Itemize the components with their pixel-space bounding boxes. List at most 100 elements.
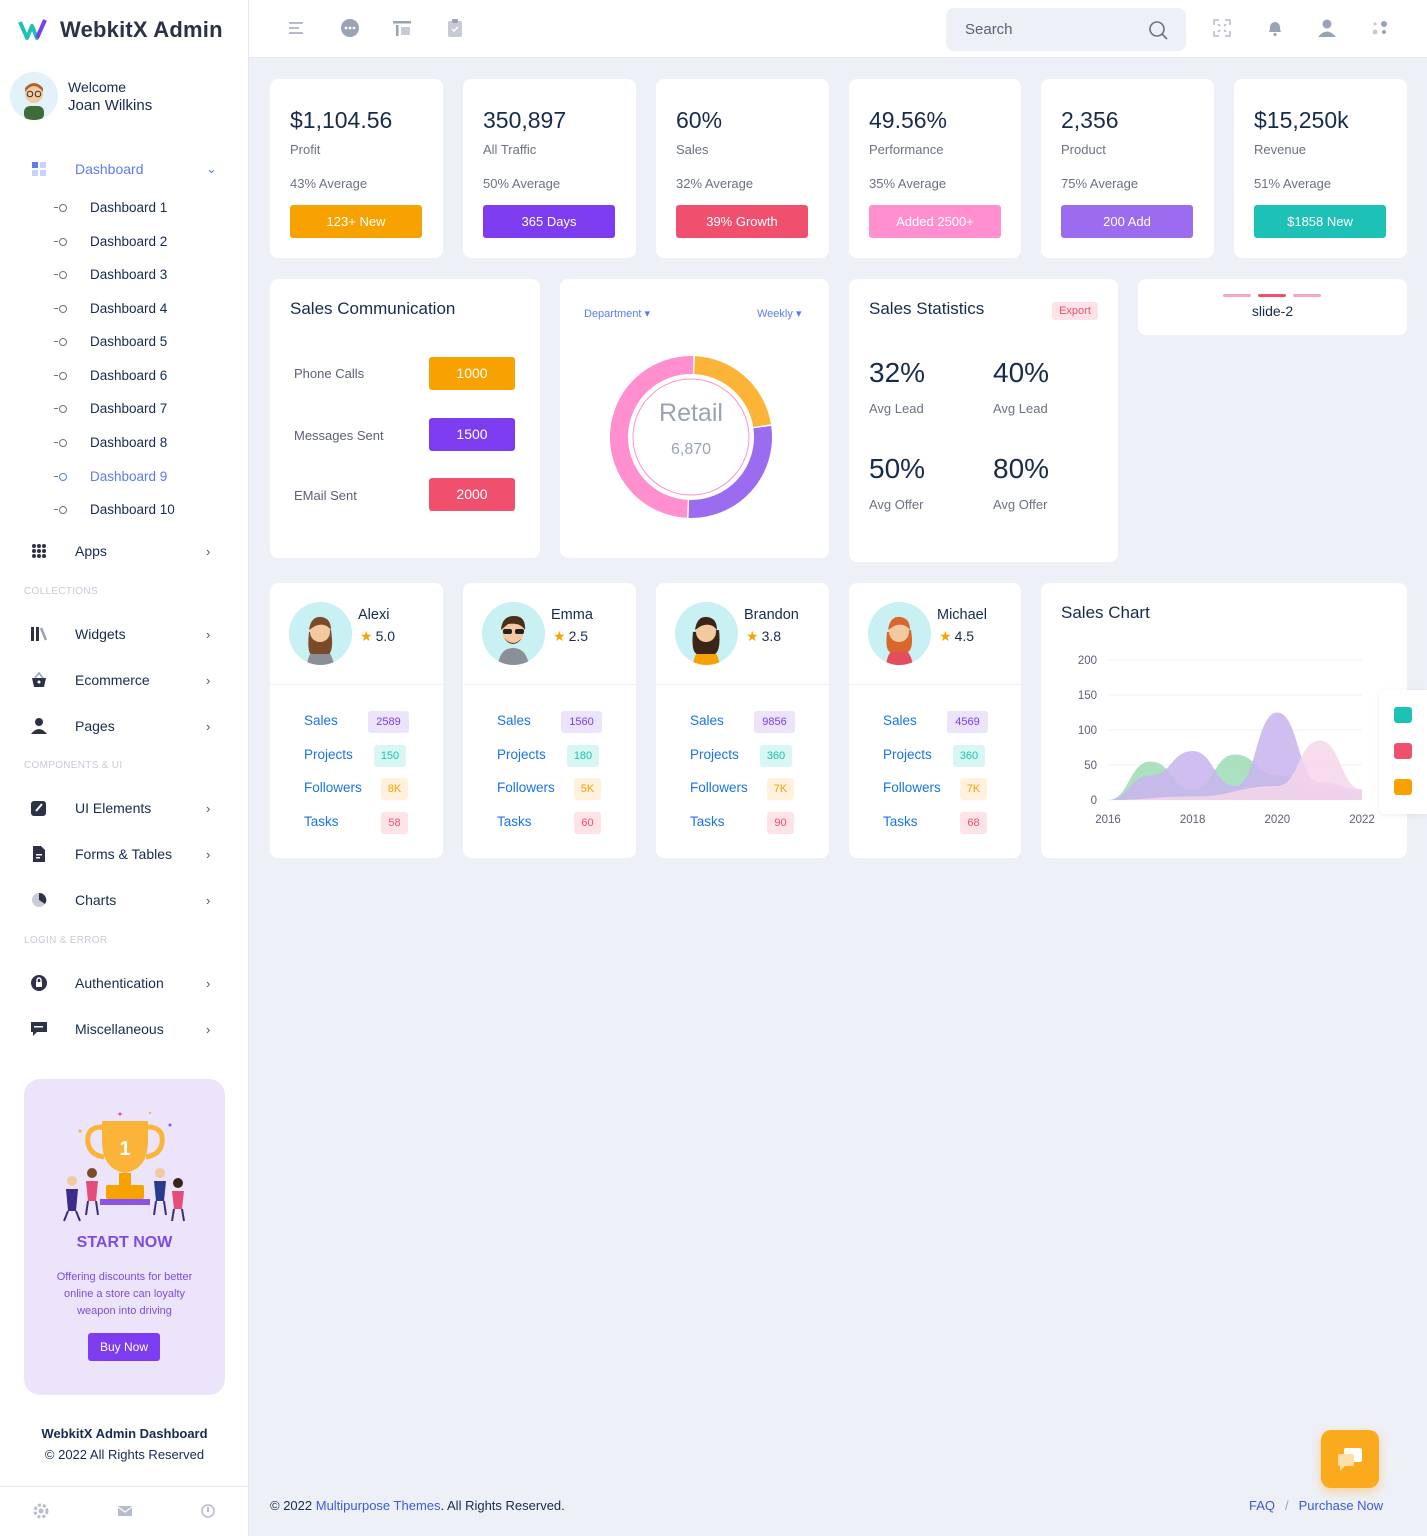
sidebar-item-miscellaneous[interactable]: Miscellaneous › (0, 1014, 249, 1044)
sidebar-subitem-dashboard-10[interactable]: Dashboard 10 (0, 497, 249, 523)
donut-segment[interactable] (610, 356, 694, 518)
rating-value: 3.8 (761, 628, 782, 644)
clipboard-icon[interactable] (445, 18, 465, 38)
sidebar-item-dashboard[interactable]: Dashboard ⌄ (0, 154, 249, 184)
sidebar-item-widgets[interactable]: Widgets › (0, 619, 249, 649)
slide-indicator[interactable] (1293, 294, 1321, 297)
user-icon[interactable] (1317, 18, 1337, 38)
profile-metric-label[interactable]: Projects (883, 747, 932, 762)
stat-button[interactable]: 123+ New (290, 205, 422, 238)
mail-icon[interactable] (117, 1503, 133, 1519)
donut-segment[interactable] (688, 425, 772, 518)
chat-icon[interactable] (1394, 779, 1412, 795)
star-icon: ★ (360, 628, 373, 644)
user-profile[interactable]: Welcome Joan Wilkins (10, 72, 152, 120)
lock-icon (30, 974, 48, 992)
bell-icon[interactable] (1265, 18, 1285, 38)
sidebar-item-ui-elements[interactable]: UI Elements › (0, 793, 249, 823)
money-icon[interactable] (1394, 707, 1412, 723)
profile-metric-value: 360 (953, 745, 985, 767)
sidebar-subitem-dashboard-9[interactable]: Dashboard 9 (0, 464, 249, 490)
search-icon[interactable] (1148, 20, 1168, 45)
comm-value-badge[interactable]: 2000 (429, 478, 515, 511)
purchase-now-link[interactable]: Purchase Now (1298, 1498, 1384, 1513)
profile-metric-label[interactable]: Tasks (690, 814, 725, 829)
profile-metric-label[interactable]: Sales (690, 713, 724, 728)
sidebar-item-ecommerce[interactable]: Ecommerce › (0, 665, 249, 695)
stat-button[interactable]: 39% Growth (676, 205, 808, 238)
profile-metric-label[interactable]: Tasks (304, 814, 339, 829)
sidebar-item-apps[interactable]: Apps › (0, 536, 249, 566)
profile-metric-label[interactable]: Followers (883, 780, 941, 795)
profile-metric-label[interactable]: Followers (497, 780, 555, 795)
dropdown-label: Department (584, 308, 642, 320)
bullet-icon (54, 338, 67, 346)
stat-button[interactable]: $1858 New (1254, 205, 1386, 238)
profile-metric-label[interactable]: Followers (690, 780, 748, 795)
sidebar-subitem-dashboard-7[interactable]: Dashboard 7 (0, 396, 249, 422)
slide-indicator-active[interactable] (1258, 294, 1286, 297)
department-dropdown[interactable]: Department ▾ (584, 307, 650, 320)
fullscreen-icon[interactable] (1212, 18, 1232, 38)
donut-segment[interactable] (693, 356, 771, 428)
chat-bubble-icon[interactable] (340, 18, 360, 38)
stat-average: 75% Average (1061, 176, 1139, 191)
export-button[interactable]: Export (1052, 302, 1098, 320)
sidebar-item-label: Dashboard (75, 161, 144, 177)
comm-value-badge[interactable]: 1500 (429, 418, 515, 451)
promo-title: START NOW (76, 1234, 173, 1251)
stat-label: Product (1061, 142, 1106, 157)
sidebar-subitem-dashboard-3[interactable]: Dashboard 3 (0, 262, 249, 288)
faq-link[interactable]: FAQ (1249, 1498, 1276, 1513)
profile-metric-label[interactable]: Followers (304, 780, 362, 795)
sidebar-subitem-dashboard-2[interactable]: Dashboard 2 (0, 229, 249, 255)
profile-metric-label[interactable]: Projects (690, 747, 739, 762)
profile-metric-label[interactable]: Tasks (883, 814, 918, 829)
stat-button[interactable]: 365 Days (483, 205, 615, 238)
avatar (868, 602, 931, 665)
stat-label: Revenue (1254, 142, 1307, 157)
search-input[interactable] (946, 8, 1146, 51)
bullet-icon (54, 305, 67, 313)
stat-button[interactable]: Added 2500+ (869, 205, 1001, 238)
profile-metric-label[interactable]: Tasks (497, 814, 532, 829)
profile-metric-label[interactable]: Sales (497, 713, 531, 728)
buy-now-button[interactable]: Buy Now (88, 1333, 160, 1361)
profile-metric-label[interactable]: Projects (304, 747, 353, 762)
subitem-label: Dashboard 3 (90, 267, 168, 282)
sidebar-item-forms-tables[interactable]: Forms & Tables › (0, 839, 249, 869)
comm-value-badge[interactable]: 1000 (429, 357, 515, 390)
profile-metric-label[interactable]: Sales (304, 713, 338, 728)
menu-toggle-icon[interactable] (287, 18, 307, 38)
sidebar-item-label: UI Elements (75, 800, 152, 816)
footer-link-multipurpose-themes[interactable]: Multipurpose Themes (315, 1498, 441, 1513)
settings-toggle-icon[interactable] (1370, 18, 1390, 38)
sidebar-subitem-dashboard-8[interactable]: Dashboard 8 (0, 430, 249, 456)
stat-percent-label: Avg Offer (869, 497, 924, 512)
chevron-right-icon: › (206, 892, 211, 908)
sidebar-subitem-dashboard-4[interactable]: Dashboard 4 (0, 296, 249, 322)
area-series[interactable] (1108, 740, 1362, 801)
sidebar-subitem-dashboard-6[interactable]: Dashboard 6 (0, 363, 249, 389)
power-icon[interactable] (200, 1503, 216, 1519)
profile-rating: ★ 2.5 (553, 628, 588, 645)
stat-card-revenue: $15,250k Revenue 51% Average $1858 New (1234, 79, 1407, 258)
sidebar-item-charts[interactable]: Charts › (0, 885, 249, 915)
sidebar-subitem-dashboard-5[interactable]: Dashboard 5 (0, 329, 249, 355)
brand-logo[interactable]: WebkitX Admin (18, 16, 223, 44)
sidebar-subitem-dashboard-1[interactable]: Dashboard 1 (0, 195, 249, 221)
sidebar-item-authentication[interactable]: Authentication › (0, 968, 249, 998)
sidebar-item-pages[interactable]: Pages › (0, 711, 249, 741)
chat-fab-button[interactable] (1321, 1430, 1379, 1488)
image-icon[interactable] (1394, 743, 1412, 759)
retail-donut-card: Department ▾ Weekly ▾ Retail 6,870 (560, 279, 829, 558)
period-dropdown[interactable]: Weekly ▾ (757, 307, 801, 320)
profile-metric-label[interactable]: Projects (497, 747, 546, 762)
settings-icon[interactable] (33, 1503, 49, 1519)
profile-metric-label[interactable]: Sales (883, 713, 917, 728)
brand-name: WebkitX Admin (60, 17, 223, 42)
layout-icon[interactable] (392, 18, 412, 38)
promo-description: Offering discounts for better online a s… (56, 1271, 193, 1317)
stat-button[interactable]: 200 Add (1061, 205, 1193, 238)
slide-indicator[interactable] (1223, 294, 1251, 297)
